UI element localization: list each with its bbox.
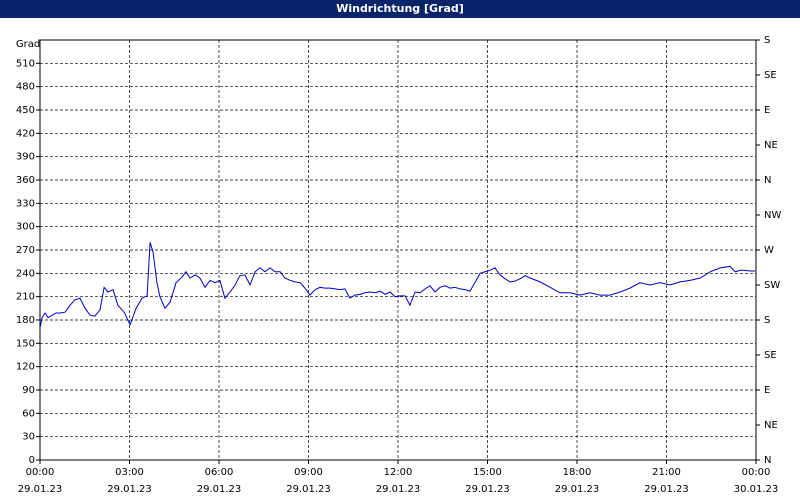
chart: Grad 0 30 60 90 120 150 180 210 240 270 300 330 360 3… — [16, 35, 782, 495]
x-tick-date: 29.01.23 — [107, 484, 152, 495]
y-tick-label: 210 — [16, 292, 35, 303]
y-tick-label: 360 — [16, 175, 35, 186]
y-tick-label: 390 — [16, 152, 35, 163]
x-tick-label: 00:00 — [26, 467, 55, 478]
y-tick-label: 240 — [16, 268, 35, 279]
x-tick-date: 30.01.23 — [734, 484, 779, 495]
x-tick-label: 03:00 — [115, 467, 144, 478]
y2-tick-label: NW — [764, 210, 781, 221]
plot-frame — [39, 39, 757, 461]
y-tick-label: 420 — [16, 128, 35, 139]
y-tick-label: 510 — [16, 58, 35, 69]
y-tick-label: 90 — [22, 385, 35, 396]
y2-tick-label: W — [764, 245, 774, 256]
y2-tick-label: N — [764, 455, 771, 466]
y-tick-label: 300 — [16, 222, 35, 233]
y2-tick-label: S — [764, 35, 770, 46]
y2-tick-label: E — [764, 385, 770, 396]
y-tick-label: 60 — [22, 408, 35, 419]
x-tick-date: 29.01.23 — [555, 484, 600, 495]
y-tick-label: 480 — [16, 82, 35, 93]
y-tick-label: 450 — [16, 105, 35, 116]
y2-tick-label: N — [764, 175, 771, 186]
y2-tick-label: SW — [764, 280, 780, 291]
y2-tick-label: SE — [764, 70, 777, 81]
x-tick-date: 29.01.23 — [465, 484, 510, 495]
x-tick-label: 18:00 — [563, 467, 592, 478]
x-tick-label: 00:00 — [742, 467, 771, 478]
x-tick-label: 09:00 — [294, 467, 323, 478]
y-tick-label: 0 — [29, 455, 35, 466]
y-tick-label: 30 — [22, 432, 35, 443]
y2-tick-label: SE — [764, 350, 777, 361]
y-tick-label: 120 — [16, 362, 35, 373]
x-tick-date: 29.01.23 — [286, 484, 331, 495]
x-tick-label: 21:00 — [652, 467, 681, 478]
y-tick-label: 150 — [16, 338, 35, 349]
y-tick-label: 270 — [16, 245, 35, 256]
y-tick-label: 180 — [16, 315, 35, 326]
y2-tick-label: NE — [764, 420, 778, 431]
x-tick-date: 29.01.23 — [644, 484, 689, 495]
y2-tick-label: E — [764, 105, 770, 116]
x-tick-date: 29.01.23 — [197, 484, 242, 495]
y-axis-label: Grad — [16, 39, 40, 50]
x-tick-date: 29.01.23 — [376, 484, 421, 495]
y-tick-label: 330 — [16, 198, 35, 209]
x-tick-label: 15:00 — [473, 467, 502, 478]
x-tick-label: 12:00 — [384, 467, 413, 478]
x-tick-date: 29.01.23 — [18, 484, 63, 495]
y2-tick-label: NE — [764, 140, 778, 151]
data-line — [39, 242, 756, 328]
y2-tick-label: S — [764, 315, 770, 326]
x-tick-label: 06:00 — [205, 467, 234, 478]
title-bar: Windrichtung [Grad] — [0, 0, 800, 18]
